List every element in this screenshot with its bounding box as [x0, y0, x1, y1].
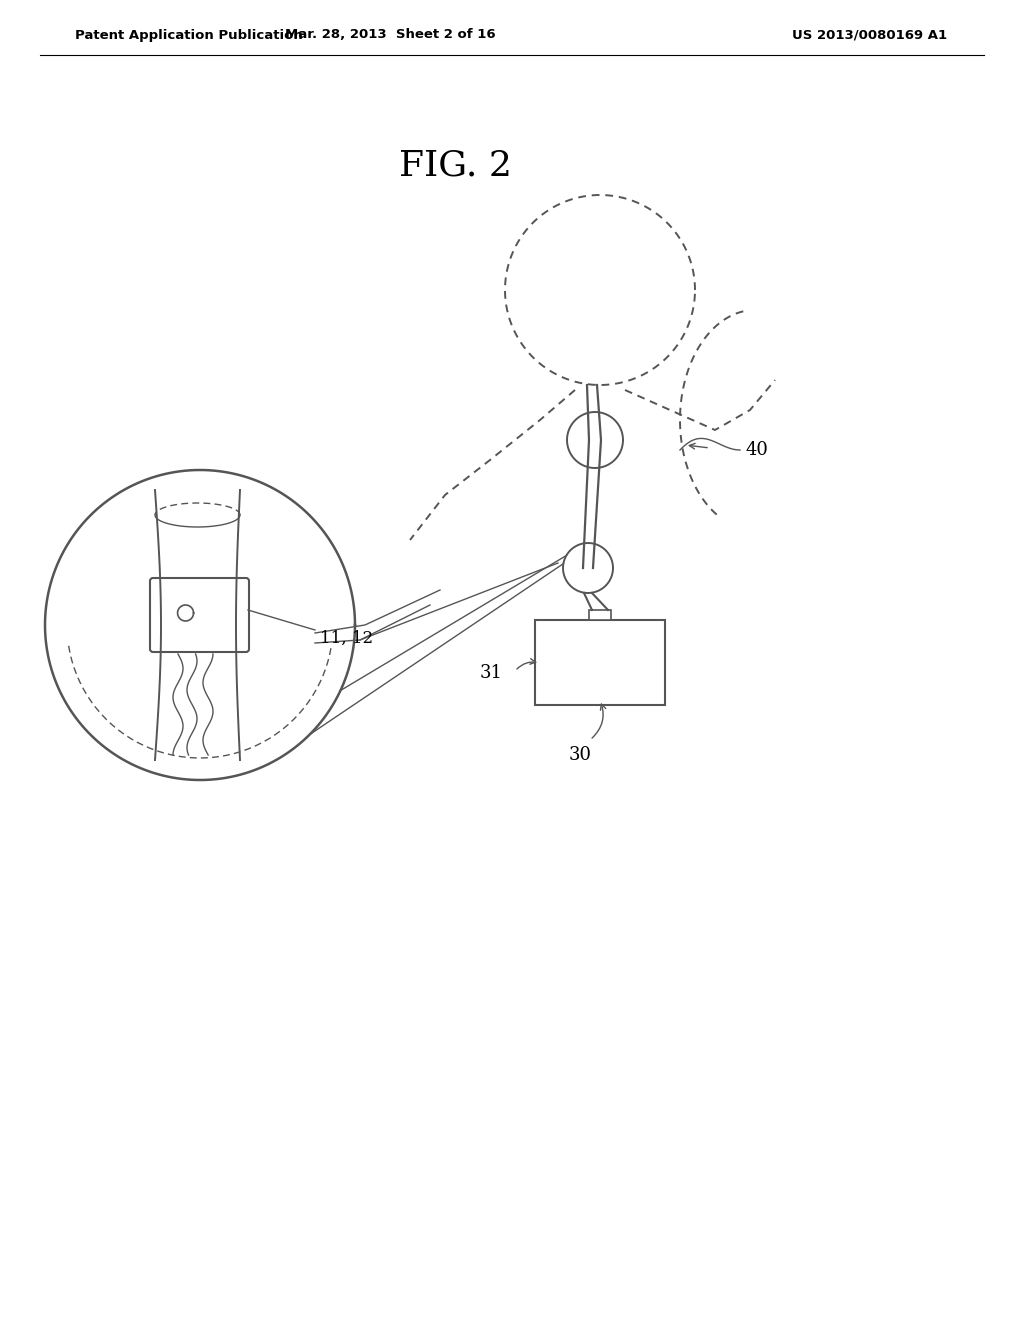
Text: Mar. 28, 2013  Sheet 2 of 16: Mar. 28, 2013 Sheet 2 of 16 — [285, 29, 496, 41]
Text: 40: 40 — [745, 441, 768, 459]
FancyBboxPatch shape — [535, 620, 665, 705]
Text: US 2013/0080169 A1: US 2013/0080169 A1 — [793, 29, 947, 41]
FancyBboxPatch shape — [150, 578, 249, 652]
Text: 31: 31 — [480, 664, 503, 682]
Text: FIG. 2: FIG. 2 — [398, 148, 511, 182]
Bar — [589, 610, 611, 620]
Text: 30: 30 — [568, 746, 592, 764]
Text: 11, 12: 11, 12 — [319, 630, 373, 647]
Text: Patent Application Publication: Patent Application Publication — [75, 29, 303, 41]
